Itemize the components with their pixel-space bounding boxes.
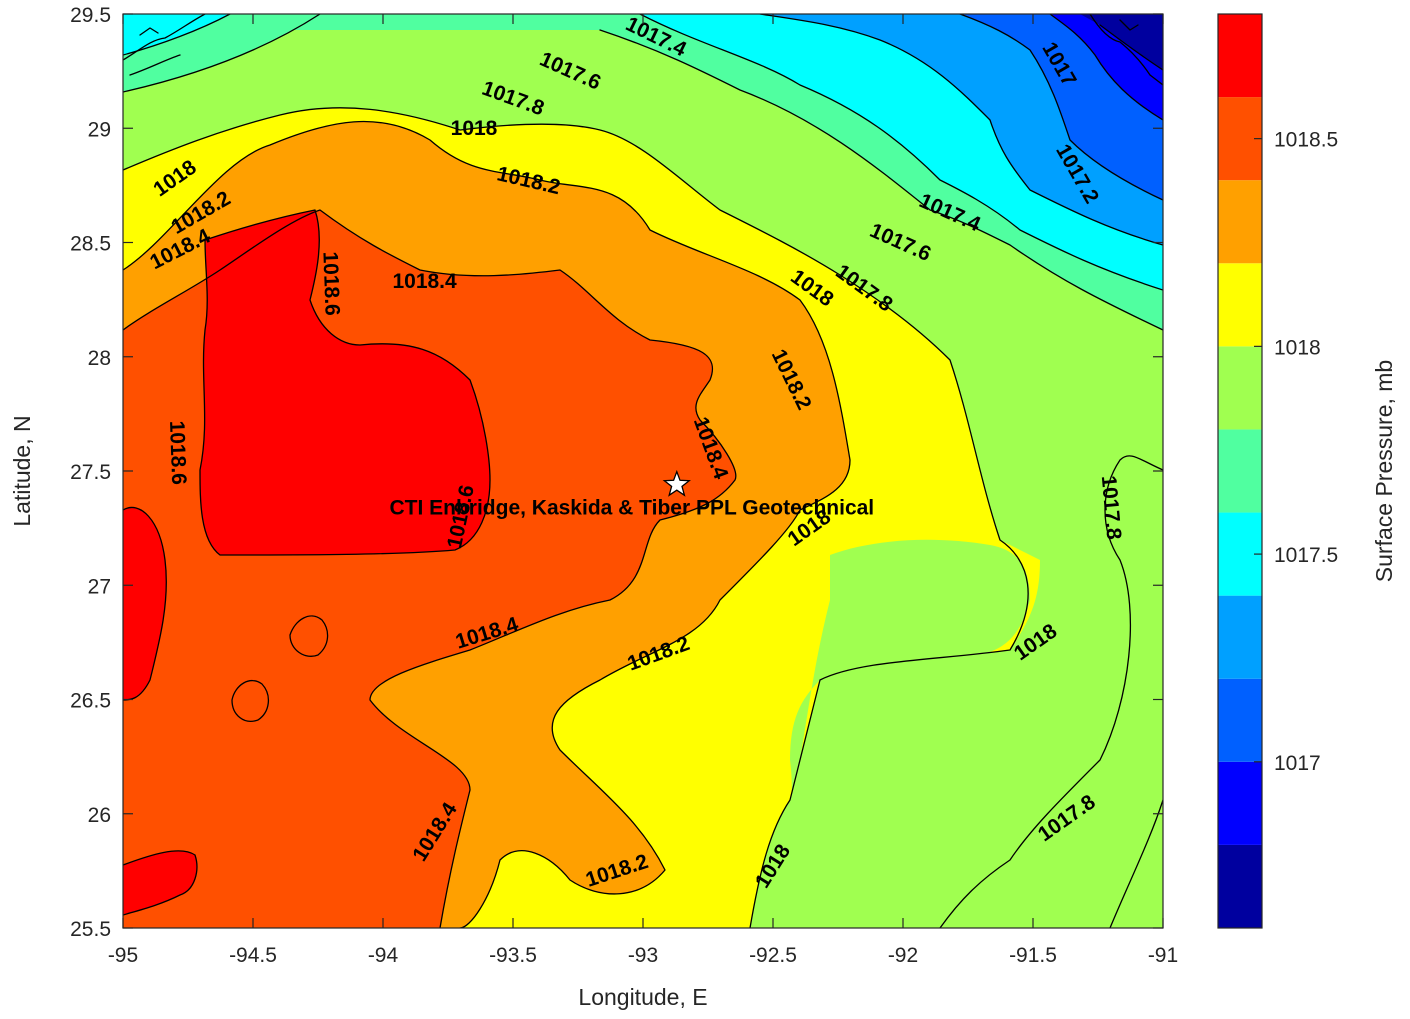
y-tick-label: 25.5 [70,918,111,941]
colorbar-tick-label: 1017.5 [1274,544,1338,567]
colorbar-segment [1218,595,1262,679]
band-1018-4-island2 [232,680,269,722]
site-star-marker [662,469,691,497]
band-1018-6 [200,210,490,555]
x-tick-label: -95 [108,944,138,967]
y-tick-label: 28 [88,347,111,370]
contour-label: 1018.6 [165,420,190,485]
x-tick-label: -94 [368,944,399,967]
y-tick-label: 26.5 [70,690,111,713]
x-axis-label: Longitude, E [578,984,707,1010]
colorbar-segment [1218,844,1262,928]
x-tick-label: -92 [888,944,918,967]
x-tick-label: -94.5 [229,944,277,967]
colorbar-segment [1218,263,1262,347]
band-1018-4-island1 [290,615,328,657]
plot-area [123,14,1163,928]
contour-label: 1018.4 [392,270,457,293]
x-tick-label: -92.5 [749,944,797,967]
colorbar-segment [1218,678,1262,762]
annotation-layer: CTI Enbridge, Kaskida & Tiber PPL Geotec… [389,469,874,520]
y-tick-label: 29.5 [70,4,111,27]
y-axis-label: Latitude, N [9,415,35,526]
contour-label: 1018.6 [318,251,343,316]
x-tick-label: -91.5 [1009,944,1057,967]
contour-label: 1017.8 [1097,475,1126,541]
x-tick-label: -93.5 [489,944,537,967]
colorbar-segment [1218,761,1262,845]
colorbar: 1017 1017.5 1018 1018.5 [1217,13,1338,929]
band-1017-4 [210,14,1163,290]
colorbar-segment [1218,429,1262,513]
band-1018-6-west [123,507,167,700]
colorbar-tick-label: 1017 [1274,752,1321,775]
y-axis: 25.5 26 26.5 27 27.5 28 28.5 29 29.5 [70,4,1163,941]
y-tick-label: 26 [88,804,111,827]
contour-label: 1018 [451,117,498,140]
colorbar-label: Surface Pressure, mb [1371,360,1397,582]
y-tick-label: 28.5 [70,233,111,256]
x-tick-label: -91 [1148,944,1178,967]
colorbar-tick-label: 1018.5 [1274,129,1338,152]
band-1017-8-se [760,455,1163,928]
colorbar-segment [1218,14,1262,98]
colorbar-segment [1218,346,1262,430]
colorbar-frame [1217,13,1263,929]
band-1016-6 [1080,14,1163,70]
x-tick-label: -93 [628,944,658,967]
y-tick-label: 29 [88,118,111,141]
band-1018-6-south [123,850,197,915]
y-tick-label: 27.5 [70,461,111,484]
coastline-ne [1089,14,1163,86]
coastline-nw [123,14,206,76]
site-annotation-label: CTI Enbridge, Kaskida & Tiber PPL Geotec… [389,497,874,520]
colorbar-tick-label: 1018 [1274,336,1321,359]
colorbar-segment [1218,180,1262,264]
band-1017-6-nw [123,14,230,55]
y-tick-label: 27 [88,575,111,598]
x-axis: -95 -94.5 -94 -93.5 -93 -92.5 -92 -91.5 -91 [108,14,1178,967]
